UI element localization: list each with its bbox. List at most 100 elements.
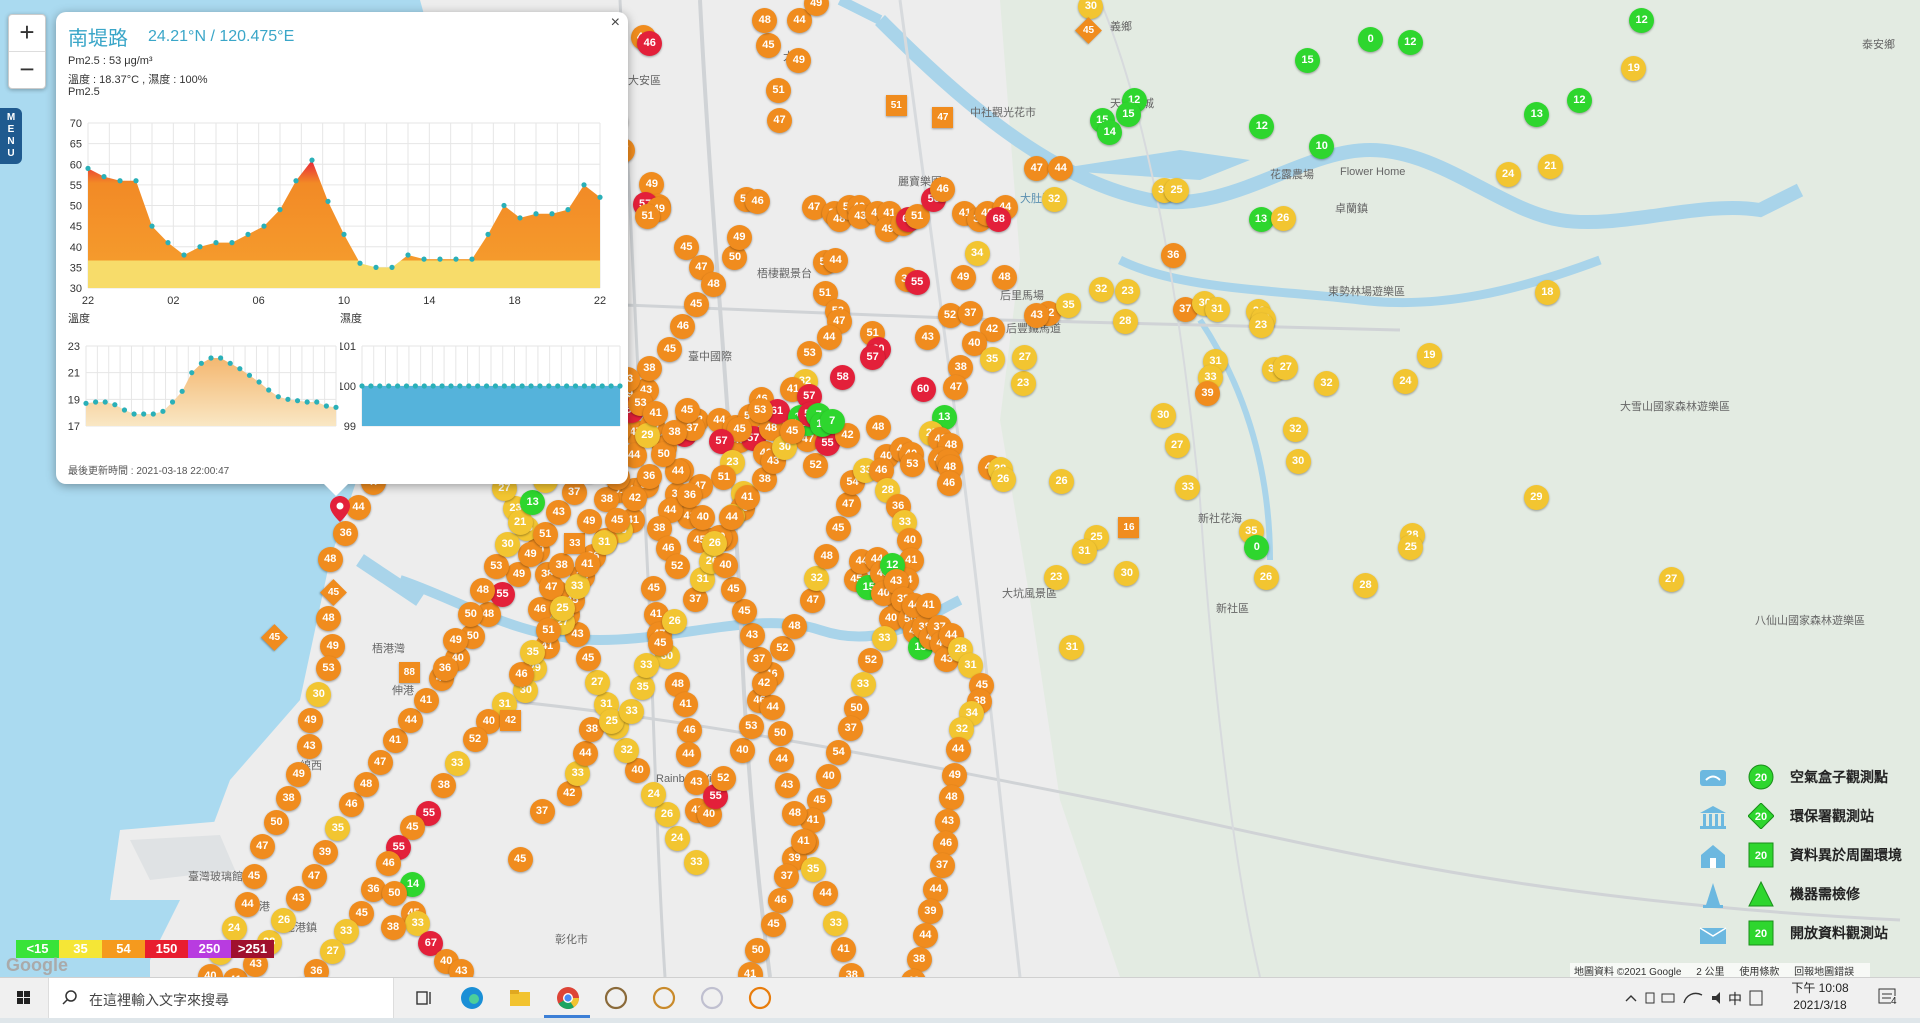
sensor-circle-marker[interactable]: 41 xyxy=(673,692,698,717)
sensor-circle-marker[interactable]: 48 xyxy=(866,415,891,440)
sensor-circle-marker[interactable]: 45 xyxy=(732,599,757,624)
sensor-circle-marker[interactable]: 23 xyxy=(1044,565,1069,590)
start-button[interactable] xyxy=(0,978,48,1018)
sensor-circle-marker[interactable]: 41 xyxy=(383,728,408,753)
sensor-circle-marker[interactable]: 35 xyxy=(980,347,1005,372)
sensor-circle-marker[interactable]: 46 xyxy=(937,471,962,496)
sensor-circle-marker[interactable]: 33 xyxy=(565,574,590,599)
sensor-circle-marker[interactable]: 12 xyxy=(1629,8,1654,33)
sensor-circle-marker[interactable]: 27 xyxy=(585,670,610,695)
sensor-circle-marker[interactable]: 45 xyxy=(675,398,700,423)
edge-icon[interactable] xyxy=(458,984,486,1012)
sensor-circle-marker[interactable]: 49 xyxy=(786,48,811,73)
sensor-square-marker[interactable]: 42 xyxy=(500,710,521,731)
battery-icon[interactable] xyxy=(1662,994,1674,1002)
sensor-circle-marker[interactable]: 27 xyxy=(320,939,345,964)
sensor-circle-marker[interactable]: 13 xyxy=(1249,207,1274,232)
zoom-in-button[interactable]: + xyxy=(9,15,45,51)
menu-tab-button[interactable]: M E N U xyxy=(0,108,22,164)
sensor-square-marker[interactable]: 47 xyxy=(932,107,953,128)
ime-indicator[interactable]: 中 xyxy=(1728,989,1742,1009)
game-app-icon[interactable] xyxy=(650,984,678,1012)
sensor-circle-marker[interactable]: 41 xyxy=(643,401,668,426)
sensor-circle-marker[interactable]: 45 xyxy=(576,646,601,671)
sensor-circle-marker[interactable]: 45 xyxy=(641,576,666,601)
sensor-circle-marker[interactable]: 26 xyxy=(991,467,1016,492)
sensor-circle-marker[interactable]: 34 xyxy=(965,241,990,266)
sensor-circle-marker[interactable]: 33 xyxy=(872,626,897,651)
sensor-circle-marker[interactable]: 39 xyxy=(313,840,338,865)
sensor-circle-marker[interactable]: 47 xyxy=(1024,156,1049,181)
zoom-out-button[interactable]: − xyxy=(9,51,45,88)
sensor-circle-marker[interactable]: 45 xyxy=(761,912,786,937)
sensor-circle-marker[interactable]: 47 xyxy=(767,108,792,133)
sensor-circle-marker[interactable]: 15 xyxy=(1295,48,1320,73)
bluetooth-app-icon[interactable] xyxy=(698,984,726,1012)
sensor-circle-marker[interactable]: 14 xyxy=(1097,120,1122,145)
sensor-circle-marker[interactable]: 49 xyxy=(577,509,602,534)
sensor-circle-marker[interactable]: 36 xyxy=(433,656,458,681)
sensor-circle-marker[interactable]: 44 xyxy=(573,741,598,766)
notification-center-icon[interactable]: 4 xyxy=(1876,986,1902,1010)
sensor-circle-marker[interactable]: 27 xyxy=(1165,433,1190,458)
sensor-circle-marker[interactable]: 45 xyxy=(826,516,851,541)
sensor-circle-marker[interactable]: 24 xyxy=(1496,162,1521,187)
sensor-circle-marker[interactable]: 45 xyxy=(648,631,673,656)
sensor-circle-marker[interactable]: 46 xyxy=(768,888,793,913)
sensor-circle-marker[interactable]: 52 xyxy=(665,554,690,579)
sensor-circle-marker[interactable]: 45 xyxy=(756,33,781,58)
sensor-circle-marker[interactable]: 27 xyxy=(1659,567,1684,592)
sensor-circle-marker[interactable]: 26 xyxy=(1254,565,1279,590)
sensor-circle-marker[interactable]: 32 xyxy=(1089,277,1114,302)
sensor-circle-marker[interactable]: 44 xyxy=(946,737,971,762)
sensor-circle-marker[interactable]: 40 xyxy=(730,738,755,763)
sensor-circle-marker[interactable]: 48 xyxy=(782,614,807,639)
sensor-circle-marker[interactable]: 54 xyxy=(826,740,851,765)
sensor-circle-marker[interactable]: 52 xyxy=(711,766,736,791)
sensor-circle-marker[interactable]: 52 xyxy=(463,727,488,752)
sensor-circle-marker[interactable]: 53 xyxy=(748,398,773,423)
sensor-circle-marker[interactable]: 43 xyxy=(449,959,474,977)
task-view-icon[interactable] xyxy=(410,984,438,1012)
sensor-circle-marker[interactable]: 12 xyxy=(1249,114,1274,139)
sensor-circle-marker[interactable]: 32 xyxy=(1042,187,1067,212)
sensor-circle-marker[interactable]: 43 xyxy=(775,773,800,798)
input-method-icon[interactable] xyxy=(1750,991,1762,1005)
sensor-square-marker[interactable]: 51 xyxy=(886,95,907,116)
sensor-circle-marker[interactable]: 24 xyxy=(222,916,247,941)
sensor-circle-marker[interactable]: 51 xyxy=(766,78,791,103)
sensor-circle-marker[interactable]: 43 xyxy=(740,623,765,648)
sensor-circle-marker[interactable]: 55 xyxy=(905,270,930,295)
sensor-circle-marker[interactable]: 45 xyxy=(242,864,267,889)
sensor-circle-marker[interactable]: 35 xyxy=(801,857,826,882)
wifi-icon[interactable] xyxy=(1684,993,1702,1003)
sensor-circle-marker[interactable]: 18 xyxy=(1535,280,1560,305)
volume-icon[interactable] xyxy=(1712,992,1720,1004)
sensor-circle-marker[interactable]: 47 xyxy=(836,492,861,517)
sensor-circle-marker[interactable]: 44 xyxy=(913,923,938,948)
blender-icon[interactable] xyxy=(746,984,774,1012)
sensor-circle-marker[interactable]: 23 xyxy=(1249,313,1274,338)
sensor-circle-marker[interactable]: 50 xyxy=(768,721,793,746)
sensor-circle-marker[interactable]: 42 xyxy=(752,671,777,696)
sensor-circle-marker[interactable]: 48 xyxy=(752,8,777,33)
sensor-circle-marker[interactable]: 37 xyxy=(530,799,555,824)
sensor-circle-marker[interactable]: 33 xyxy=(634,653,659,678)
sensor-circle-marker[interactable]: 33 xyxy=(445,751,470,776)
sensor-circle-marker[interactable]: 48 xyxy=(939,785,964,810)
sensor-circle-marker[interactable]: 37 xyxy=(562,480,587,505)
chevron-up-icon[interactable] xyxy=(1626,996,1636,1001)
close-icon[interactable]: × xyxy=(611,14,620,32)
sensor-circle-marker[interactable]: 19 xyxy=(1621,56,1646,81)
sensor-circle-marker[interactable]: 41 xyxy=(414,688,439,713)
chrome-icon[interactable] xyxy=(554,984,582,1012)
taskbar-search-box[interactable]: 在這裡輸入文字來搜尋 xyxy=(48,978,394,1018)
sensor-circle-marker[interactable]: 12 xyxy=(1398,30,1423,55)
sensor-circle-marker[interactable]: 48 xyxy=(814,544,839,569)
sensor-square-marker[interactable]: 33 xyxy=(564,533,585,554)
sensor-circle-marker[interactable]: 33 xyxy=(851,672,876,697)
sensor-circle-marker[interactable]: 38 xyxy=(549,553,574,578)
sensor-circle-marker[interactable]: 46 xyxy=(677,718,702,743)
sensor-circle-marker[interactable]: 24 xyxy=(665,826,690,851)
sensor-circle-marker[interactable]: 26 xyxy=(1271,206,1296,231)
